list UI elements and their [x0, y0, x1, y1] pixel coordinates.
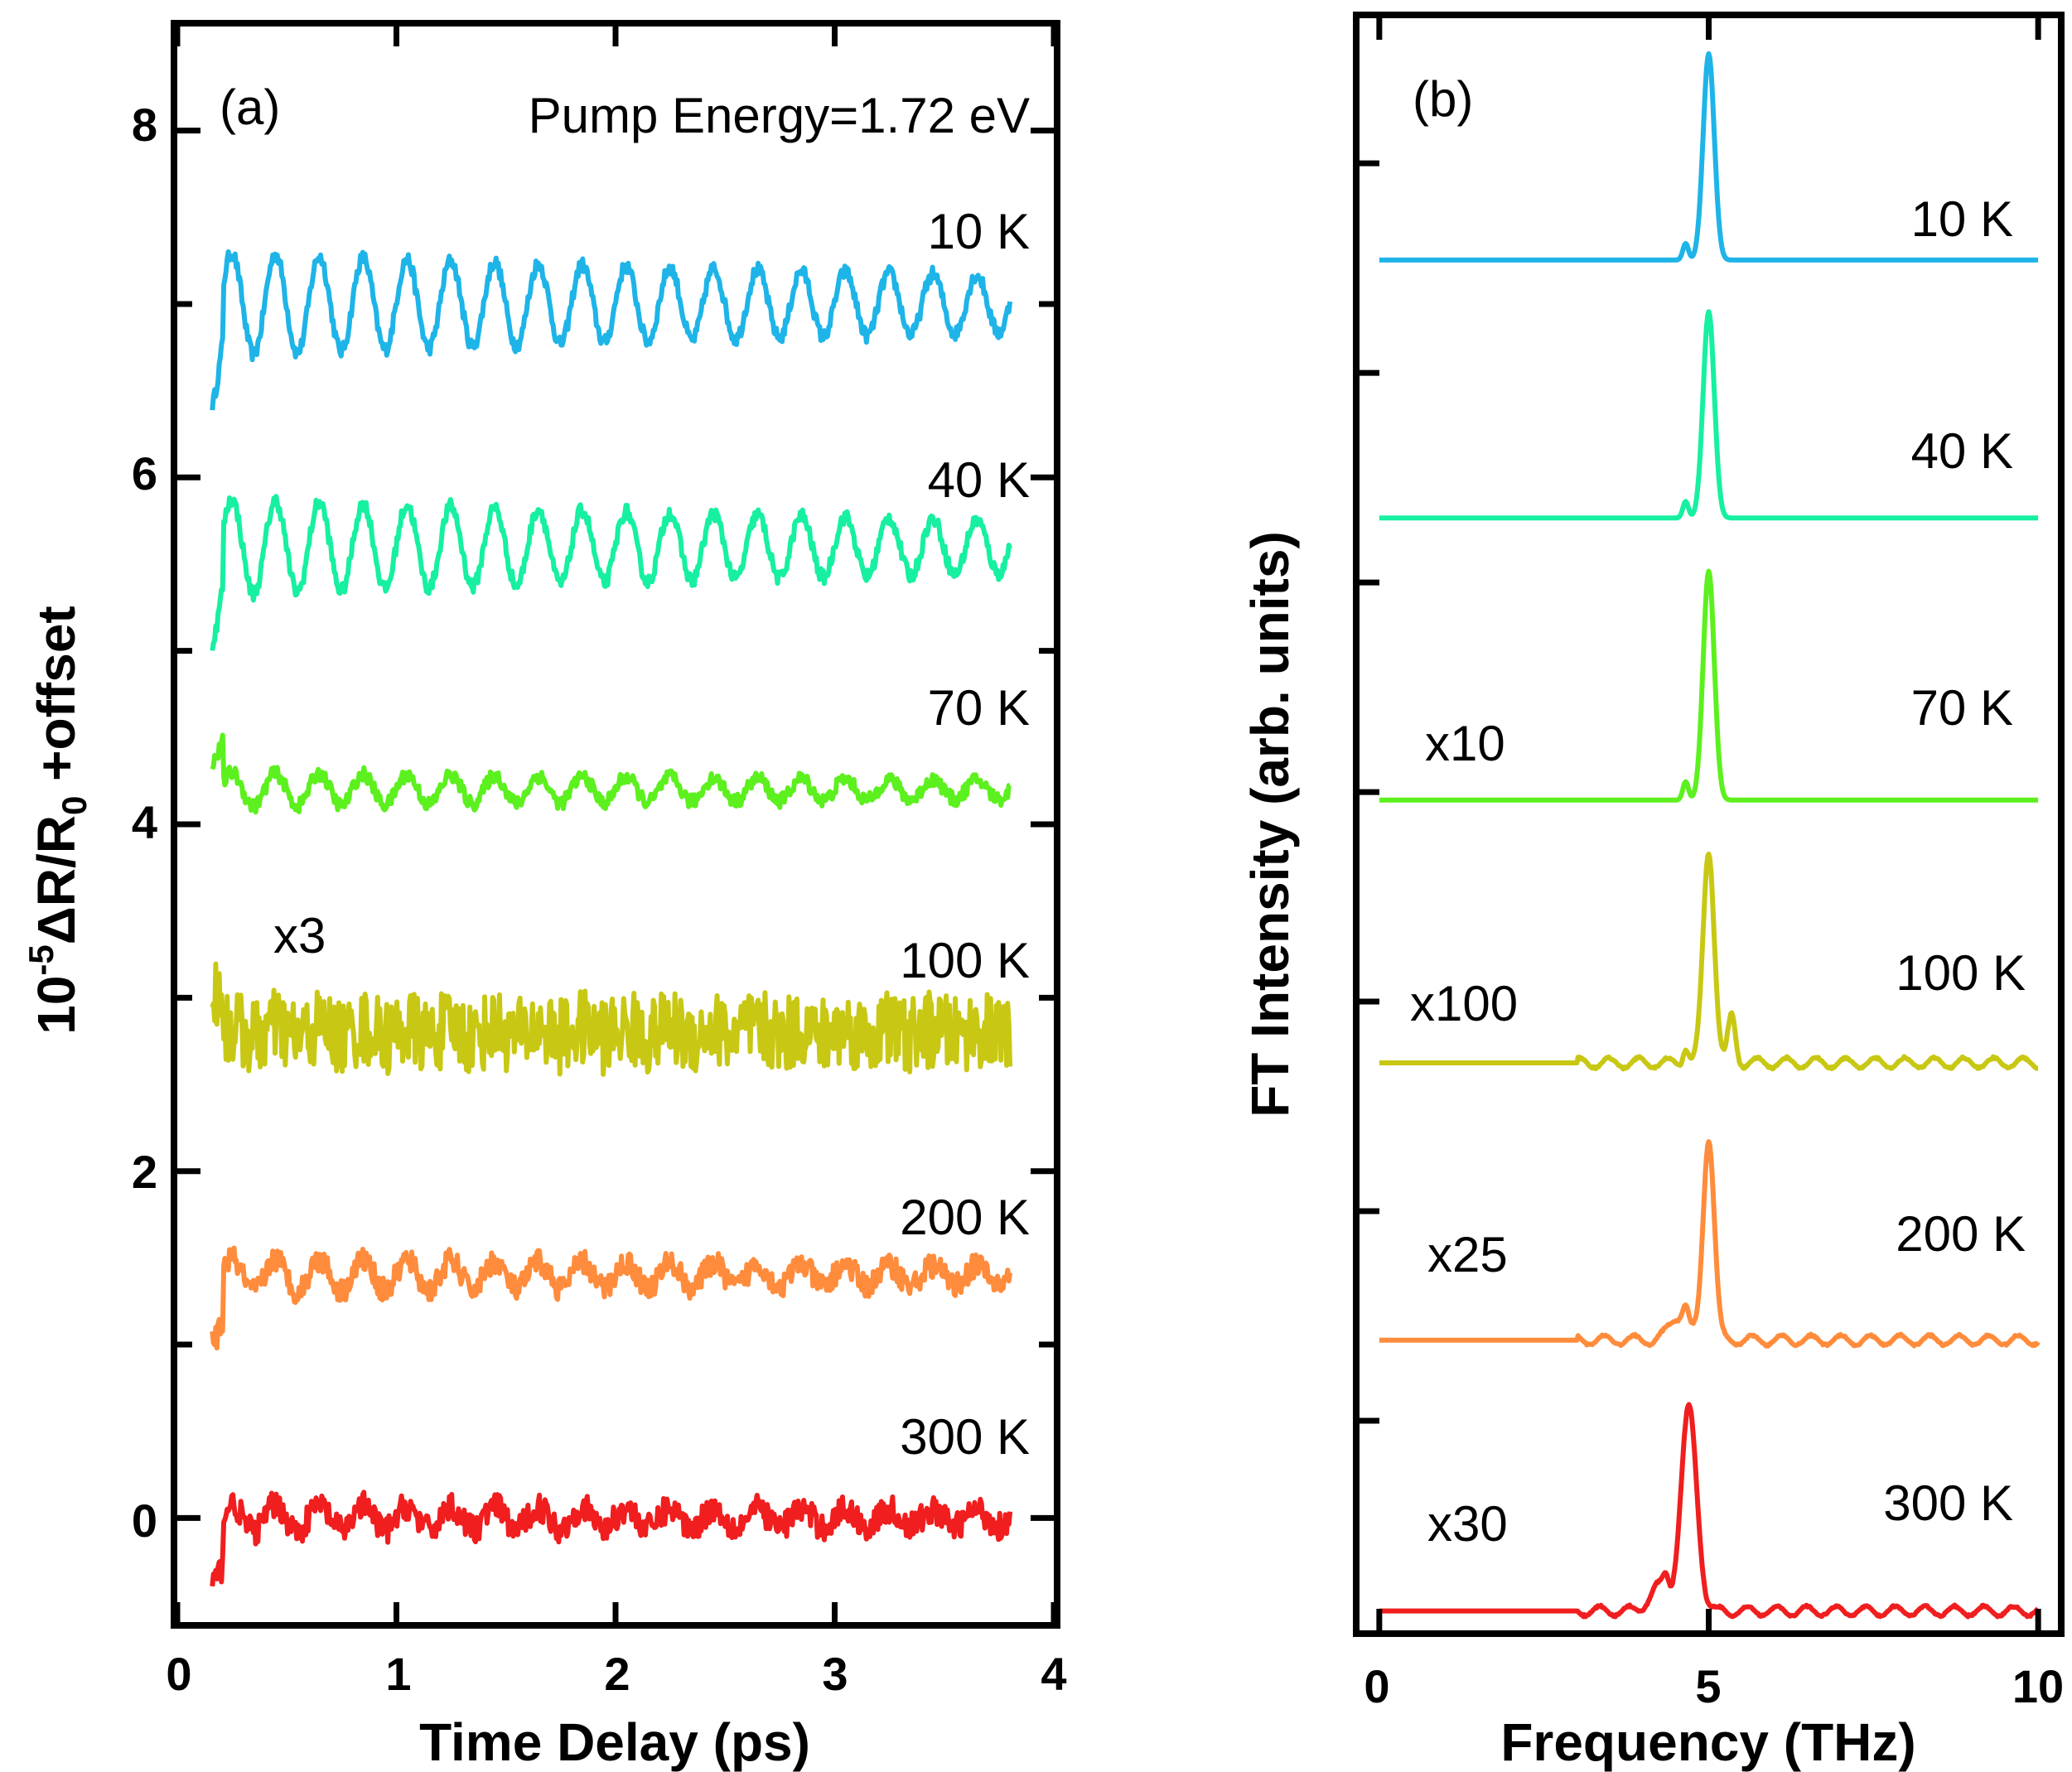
ylabel-mid: ΔR/R — [27, 815, 86, 944]
ylabel-exponent: -5 — [22, 944, 60, 975]
spectrum-70k — [1378, 568, 2040, 803]
ft-temp-label-70k: 70 K — [1911, 680, 2013, 736]
spectrum-10k — [1378, 51, 2040, 263]
panel-a-xtick-0: 0 — [166, 1648, 191, 1700]
panel-a-ytick-6: 6 — [132, 447, 157, 500]
ft-scale-x100: x100 — [1410, 976, 1518, 1031]
panel-a-ytick-2: 2 — [132, 1146, 157, 1198]
panel-b-curves — [1378, 51, 2041, 1620]
temp-label-100k: 100 K — [900, 933, 1030, 988]
temp-label-10k: 10 K — [928, 204, 1030, 259]
ft-scale-x30: x30 — [1427, 1496, 1508, 1552]
panel-a-xlabel: Time Delay (ps) — [419, 1712, 810, 1772]
ft-temp-label-10k: 10 K — [1911, 191, 2013, 247]
spectrum-40k — [1378, 309, 2040, 521]
temp-label-200k: 200 K — [900, 1190, 1030, 1245]
panel-b-ticks — [1360, 18, 2041, 1630]
panel-a-ytick-8: 8 — [132, 99, 157, 151]
panel-b: 0 5 10 Frequency (THz) FT Intensity (arb… — [1240, 12, 2065, 1772]
panel-b-xtick-0: 0 — [1364, 1660, 1389, 1712]
panel-a-xtick-3: 3 — [822, 1648, 848, 1700]
ft-scale-x10: x10 — [1425, 716, 1505, 771]
panel-a: 0 1 2 3 4 0 2 4 6 8 Time Delay (ps) 10-5… — [22, 20, 1067, 1772]
panel-b-label: (b) — [1413, 71, 1473, 127]
panel-a-ticks — [174, 27, 1057, 1622]
ft-temp-label-100k: 100 K — [1896, 945, 2026, 1001]
panel-a-frame — [171, 20, 1060, 1629]
panel-a-xtick-4: 4 — [1041, 1648, 1066, 1700]
ylabel-tail: +offset — [27, 606, 86, 795]
temp-label-40k: 40 K — [928, 452, 1030, 508]
ylabel-base: 10 — [27, 976, 86, 1035]
panel-b-xlabel: Frequency (THz) — [1500, 1712, 1915, 1772]
pump-energy-annotation: Pump Energy=1.72 eV — [529, 88, 1030, 143]
panel-b-frame — [1353, 12, 2065, 1637]
ft-temp-label-300k: 300 K — [1883, 1475, 2013, 1531]
trace-10k — [210, 249, 1013, 411]
panel-a-xtick-2: 2 — [604, 1648, 630, 1700]
panel-a-ytick-0: 0 — [132, 1494, 157, 1547]
ft-temp-label-200k: 200 K — [1896, 1206, 2026, 1262]
ft-temp-label-40k: 40 K — [1911, 423, 2013, 479]
spectrum-200k — [1378, 1139, 2041, 1349]
ft-scale-x25: x25 — [1427, 1227, 1508, 1282]
trace-70k — [210, 732, 1012, 815]
temp-label-300k: 300 K — [900, 1409, 1030, 1465]
trace-40k — [210, 494, 1012, 651]
spectrum-100k — [1378, 851, 2040, 1072]
ylabel-subscript: 0 — [55, 796, 94, 815]
panel-a-ylabel: 10-5ΔR/R0 +offset — [22, 606, 94, 1035]
panel-a-ytick-4: 4 — [132, 796, 157, 848]
trace-300k — [210, 1490, 1013, 1587]
spectrum-300k — [1378, 1402, 2041, 1620]
panel-a-label: (a) — [220, 80, 280, 135]
temp-label-70k: 70 K — [928, 680, 1030, 736]
panel-a-curves — [210, 249, 1013, 1587]
panel-b-xtick-10: 10 — [2012, 1660, 2064, 1712]
panel-b-ylabel: FT Intensity (arb. units) — [1240, 531, 1300, 1118]
scale-note-x3: x3 — [273, 908, 326, 963]
trace-200k — [210, 1245, 1013, 1351]
panel-a-xtick-1: 1 — [385, 1648, 411, 1700]
panel-b-xtick-5: 5 — [1695, 1660, 1721, 1712]
trace-100k — [210, 961, 1013, 1077]
